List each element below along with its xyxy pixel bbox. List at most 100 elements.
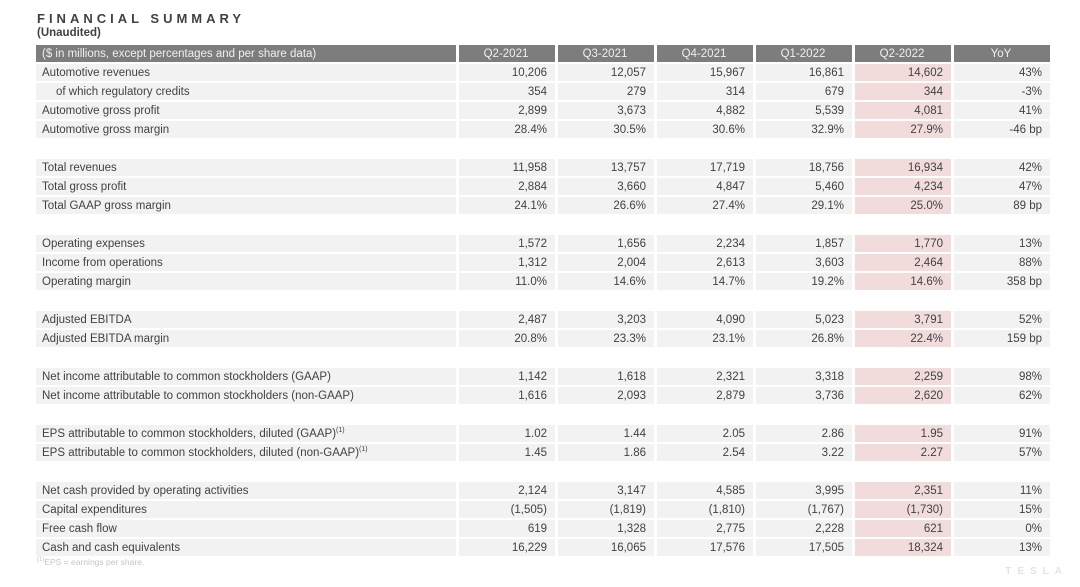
cell-value: 2,124: [459, 482, 555, 499]
table-row: Automotive gross profit 2,899 3,673 4,882 5,…: [36, 102, 1050, 119]
row-label: Income from operations: [36, 254, 456, 271]
cell-value: 17,576: [657, 539, 753, 556]
table-row: Net income attributable to common stockh…: [36, 387, 1050, 404]
cell-value: 1,770: [855, 235, 951, 252]
row-label: Capital expenditures: [36, 501, 456, 518]
cell-value: 98%: [954, 368, 1050, 385]
cell-value: 17,505: [756, 539, 852, 556]
page-subtitle: (Unaudited): [37, 27, 101, 39]
table-row: Operating expenses 1,572 1,656 2,234 1,857 1,…: [36, 235, 1050, 252]
cell-value: 1,616: [459, 387, 555, 404]
label-superscript: (1): [359, 445, 368, 453]
table-row: Free cash flow 619 1,328 2,775 2,228 621 0%: [36, 520, 1050, 537]
cell-value: 354: [459, 83, 555, 100]
cell-value: 42%: [954, 159, 1050, 176]
table-row: Total GAAP gross margin 24.1% 26.6% 27.4% 29…: [36, 197, 1050, 214]
cell-value: 27.9%: [855, 121, 951, 138]
cell-value: 5,539: [756, 102, 852, 119]
cell-value: 10,206: [459, 64, 555, 81]
cell-value: 1,312: [459, 254, 555, 271]
cell-value: 14.6%: [855, 273, 951, 290]
cell-value: 91%: [954, 425, 1050, 442]
cell-value: 3,203: [558, 311, 654, 328]
cell-value: 1.45: [459, 444, 555, 461]
cell-value: 5,460: [756, 178, 852, 195]
table-row: Net income attributable to common stockh…: [36, 368, 1050, 385]
column-header: Q2-2022: [855, 45, 951, 62]
cell-value: 17,719: [657, 159, 753, 176]
cell-value: 18,756: [756, 159, 852, 176]
cell-value: 27.4%: [657, 197, 753, 214]
cell-value: 1.02: [459, 425, 555, 442]
cell-value: -3%: [954, 83, 1050, 100]
cell-value: 2,004: [558, 254, 654, 271]
cell-value: 11.0%: [459, 273, 555, 290]
cell-value: 30.6%: [657, 121, 753, 138]
row-label: Automotive gross margin: [36, 121, 456, 138]
cell-value: 47%: [954, 178, 1050, 195]
cell-value: 15,967: [657, 64, 753, 81]
table-row: Income from operations 1,312 2,004 2,613 3,6…: [36, 254, 1050, 271]
table-row: of which regulatory credits 354 279 314 679 3…: [36, 83, 1050, 100]
cell-value: 2,321: [657, 368, 753, 385]
row-label: Operating margin: [36, 273, 456, 290]
spacer-row: [36, 292, 1050, 309]
cell-value: 14,602: [855, 64, 951, 81]
financial-summary-table: ($ in millions, except percentages and p…: [33, 43, 1053, 558]
row-label: Total gross profit: [36, 178, 456, 195]
row-label: Adjusted EBITDA: [36, 311, 456, 328]
page-title: FINANCIAL SUMMARY: [37, 11, 246, 26]
cell-value: 4,081: [855, 102, 951, 119]
cell-value: 3,673: [558, 102, 654, 119]
cell-value: 4,585: [657, 482, 753, 499]
table-row: Automotive revenues 10,206 12,057 15,967 16,…: [36, 64, 1050, 81]
tesla-wordmark: TESLA: [1005, 566, 1068, 577]
cell-value: 279: [558, 83, 654, 100]
cell-value: 679: [756, 83, 852, 100]
cell-value: 619: [459, 520, 555, 537]
table-header-row: ($ in millions, except percentages and p…: [36, 45, 1050, 62]
spacer-cell: [36, 216, 1050, 233]
table-row: Total gross profit 2,884 3,660 4,847 5,460 4,…: [36, 178, 1050, 195]
spacer-row: [36, 349, 1050, 366]
spacer-cell: [36, 349, 1050, 366]
spacer-cell: [36, 463, 1050, 480]
table-body: Automotive revenues 10,206 12,057 15,967 16,…: [36, 64, 1050, 556]
cell-value: 621: [855, 520, 951, 537]
table-row: Total revenues 11,958 13,757 17,719 18,756 16…: [36, 159, 1050, 176]
cell-value: 13%: [954, 235, 1050, 252]
cell-value: 16,229: [459, 539, 555, 556]
cell-value: 3,736: [756, 387, 852, 404]
row-label: Free cash flow: [36, 520, 456, 537]
row-label: EPS attributable to common stockholders,…: [36, 444, 456, 461]
cell-value: 2,620: [855, 387, 951, 404]
cell-value: 28.4%: [459, 121, 555, 138]
cell-value: 57%: [954, 444, 1050, 461]
cell-value: 2,884: [459, 178, 555, 195]
column-header: Q2-2021: [459, 45, 555, 62]
cell-value: 52%: [954, 311, 1050, 328]
cell-value: 2,351: [855, 482, 951, 499]
footnote: (1)EPS = earnings per share.: [37, 557, 144, 567]
row-label: Total revenues: [36, 159, 456, 176]
cell-value: 32.9%: [756, 121, 852, 138]
table-row: Adjusted EBITDA margin 20.8% 23.3% 23.1% 26.…: [36, 330, 1050, 347]
cell-value: 2.54: [657, 444, 753, 461]
spacer-cell: [36, 292, 1050, 309]
cell-value: 14.7%: [657, 273, 753, 290]
cell-value: 11%: [954, 482, 1050, 499]
table-row: Automotive gross margin 28.4% 30.5% 30.6% 32…: [36, 121, 1050, 138]
cell-value: 23.3%: [558, 330, 654, 347]
cell-value: (1,810): [657, 501, 753, 518]
column-header: ($ in millions, except percentages and p…: [36, 45, 456, 62]
cell-value: 4,882: [657, 102, 753, 119]
cell-value: 3,660: [558, 178, 654, 195]
table-row: Adjusted EBITDA 2,487 3,203 4,090 5,023 3,791…: [36, 311, 1050, 328]
cell-value: 3,147: [558, 482, 654, 499]
row-label: Operating expenses: [36, 235, 456, 252]
row-label: Automotive gross profit: [36, 102, 456, 119]
table-row: Cash and cash equivalents 16,229 16,065 17,…: [36, 539, 1050, 556]
cell-value: 24.1%: [459, 197, 555, 214]
cell-value: 25.0%: [855, 197, 951, 214]
column-header: Q3-2021: [558, 45, 654, 62]
